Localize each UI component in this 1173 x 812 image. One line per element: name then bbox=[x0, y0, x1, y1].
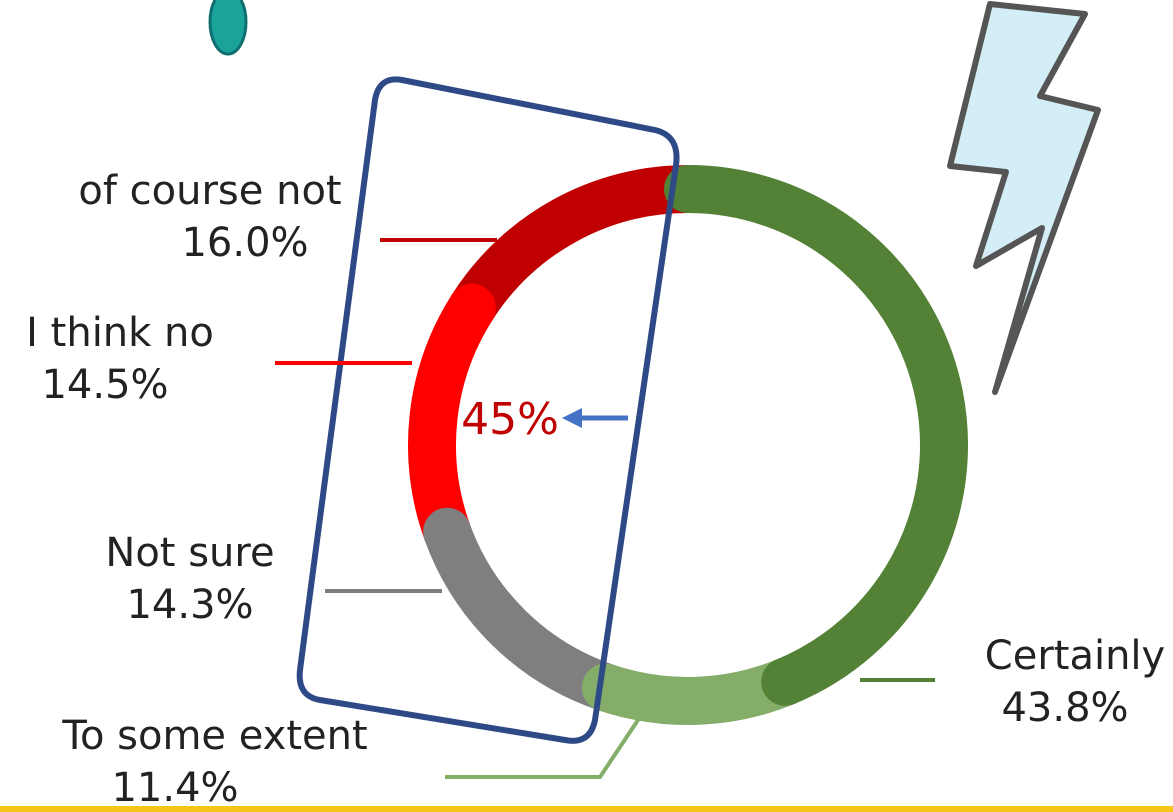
decoration-lightning bbox=[950, 4, 1098, 392]
value-label: 14.3% bbox=[126, 582, 253, 628]
arrow-head bbox=[562, 408, 582, 428]
page: {"chart_data": {"type": "donut", "catego… bbox=[0, 0, 1173, 812]
decoration-drop bbox=[210, 0, 246, 54]
value-label: 43.8% bbox=[1001, 685, 1128, 731]
value-label: 11.4% bbox=[111, 765, 238, 811]
chart: 45% Certainly 43.8% To some extent 11.4% Not… bbox=[0, 0, 1173, 812]
donut-slice bbox=[606, 682, 785, 701]
annotation: 45% bbox=[461, 394, 559, 445]
donut-slice bbox=[447, 532, 606, 688]
slice-label: To some extent bbox=[61, 713, 367, 759]
slice-label: I think no bbox=[26, 310, 214, 356]
value-label: 16.0% bbox=[181, 220, 308, 266]
slice-label: of course not bbox=[78, 168, 341, 214]
donut-slice bbox=[688, 189, 944, 682]
slice-label: Not sure bbox=[105, 530, 274, 576]
donut bbox=[432, 189, 944, 701]
value-label: 14.5% bbox=[41, 362, 168, 408]
slice-label: Certainly bbox=[985, 633, 1165, 679]
